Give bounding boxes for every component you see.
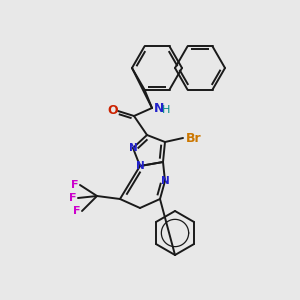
Text: O: O <box>108 104 118 118</box>
Text: F: F <box>68 193 76 203</box>
Text: F: F <box>73 206 80 216</box>
Text: N: N <box>129 143 137 153</box>
Text: N: N <box>160 176 169 186</box>
Text: N: N <box>154 101 164 115</box>
Text: F: F <box>70 180 78 190</box>
Text: H: H <box>162 105 170 115</box>
Text: N: N <box>136 161 144 171</box>
Text: Br: Br <box>186 131 202 145</box>
